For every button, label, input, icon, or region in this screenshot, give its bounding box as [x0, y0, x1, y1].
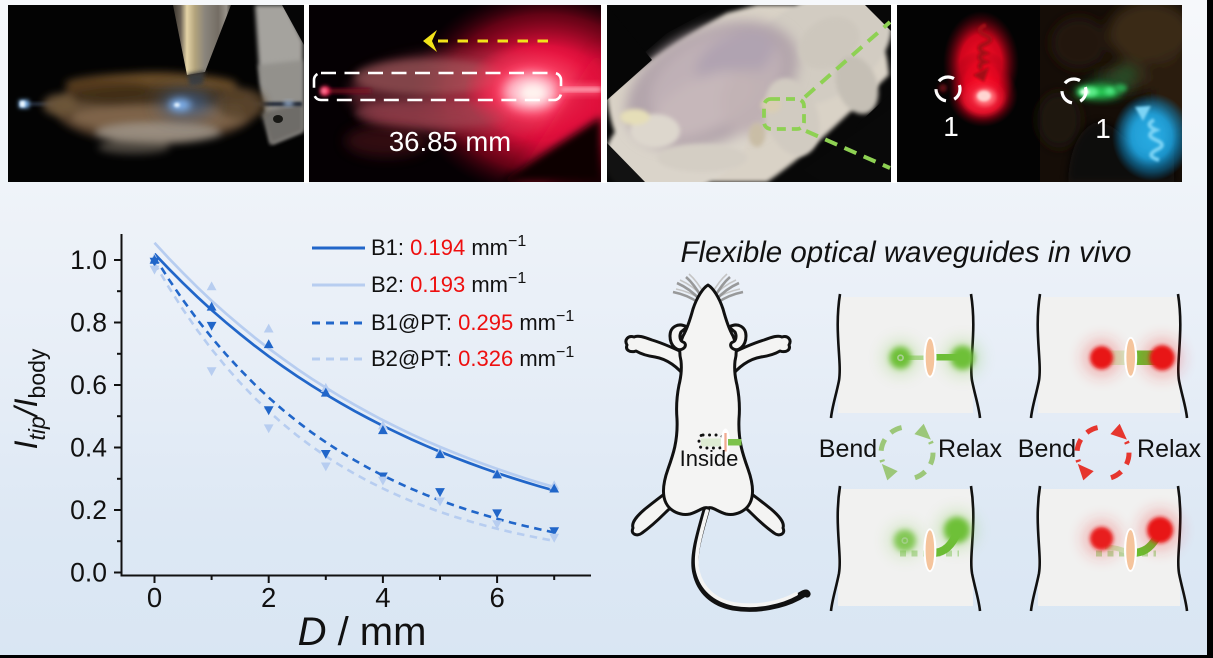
svg-text:D / mm: D / mm [298, 610, 427, 654]
svg-text:Relax: Relax [938, 435, 1002, 463]
svg-text:B2: 0.193 mm−1: B2: 0.193 mm−1 [371, 270, 526, 297]
svg-text:1: 1 [943, 111, 959, 142]
svg-text:B2@PT: 0.326 mm−1: B2@PT: 0.326 mm−1 [371, 344, 574, 371]
svg-text:0.2: 0.2 [70, 495, 107, 525]
svg-text:Flexible optical waveguides in: Flexible optical waveguides in vivo [681, 236, 1132, 269]
svg-text:4: 4 [375, 582, 390, 613]
svg-text:Bend: Bend [1018, 435, 1076, 463]
svg-text:6: 6 [489, 582, 504, 613]
svg-text:0.4: 0.4 [70, 433, 107, 463]
svg-text:2: 2 [261, 582, 276, 613]
svg-text:Bend: Bend [819, 435, 877, 463]
svg-text:B1@PT: 0.295 mm−1: B1@PT: 0.295 mm−1 [371, 308, 574, 335]
svg-text:0.0: 0.0 [70, 558, 107, 588]
svg-text:1: 1 [1095, 113, 1111, 144]
svg-text:B1: 0.194 mm−1: B1: 0.194 mm−1 [371, 233, 526, 260]
svg-text:0: 0 [147, 582, 162, 613]
svg-text:Inside: Inside [680, 446, 739, 471]
svg-text:0.8: 0.8 [70, 308, 107, 338]
svg-text:Relax: Relax [1137, 435, 1201, 463]
svg-text:36.85 mm: 36.85 mm [389, 126, 511, 157]
svg-text:0.6: 0.6 [70, 370, 107, 400]
svg-text:Itip/Ibody: Itip/Ibody [8, 348, 50, 449]
svg-text:1.0: 1.0 [70, 245, 107, 275]
